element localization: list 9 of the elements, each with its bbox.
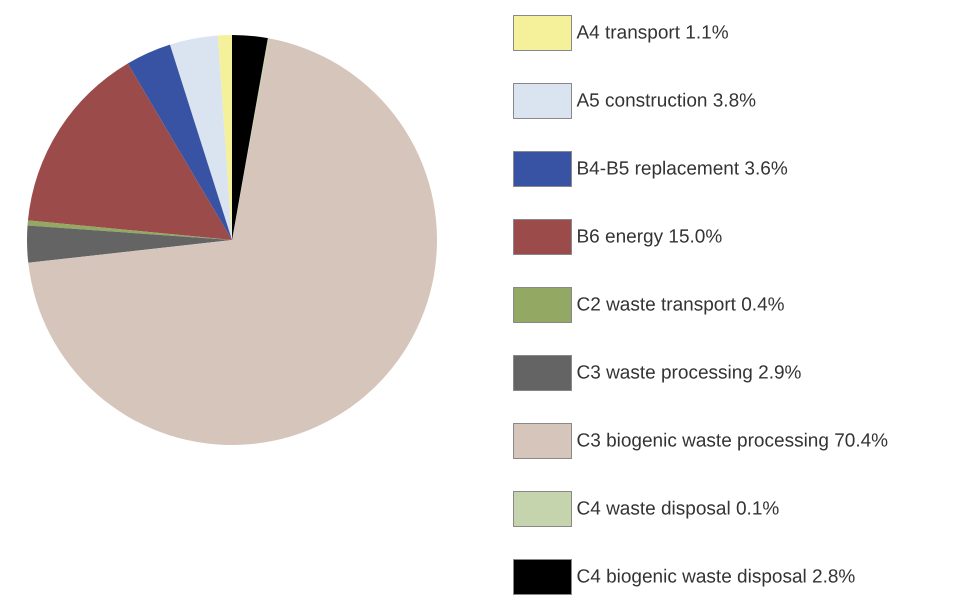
legend-label: A4 transport 1.1% [576, 22, 729, 44]
legend-label: B4-B5 replacement 3.6% [576, 158, 788, 180]
legend-label: C2 waste transport 0.4% [576, 294, 785, 316]
legend-label: C4 waste disposal 0.1% [576, 498, 780, 520]
legend-label: C3 waste processing 2.9% [576, 362, 802, 384]
legend-label: C4 biogenic waste disposal 2.8% [576, 566, 856, 588]
legend-label: A5 construction 3.8% [576, 90, 756, 112]
legend-label: B6 energy 15.0% [576, 226, 722, 248]
legend-label: C3 biogenic waste processing 70.4% [576, 430, 888, 452]
